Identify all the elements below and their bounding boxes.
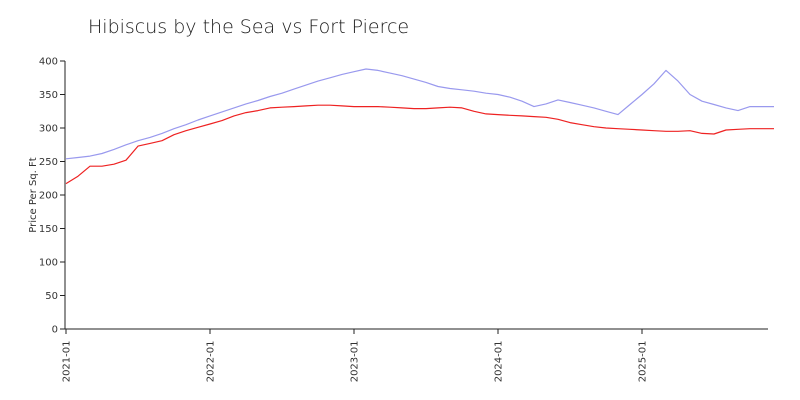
x-tick-label: 2021-01	[62, 341, 73, 383]
series-line-2	[65, 104, 774, 185]
y-tick-label: 350	[39, 90, 58, 101]
y-tick-label: 400	[39, 57, 58, 68]
y-tick-label: 100	[39, 258, 58, 269]
y-tick-label: 0	[52, 325, 58, 336]
series-lines	[65, 68, 774, 185]
x-tick-label: 2024-01	[494, 341, 505, 383]
y-tick-label: 150	[39, 224, 58, 235]
y-tick-label: 300	[39, 124, 58, 135]
y-tick-label: 250	[39, 157, 58, 168]
x-tick-label: 2022-01	[206, 341, 217, 383]
series-line-1	[65, 68, 774, 160]
y-tick-label: 200	[39, 191, 58, 202]
axes: 0 50 100 150 200 250 300 350 400 2021-01 2022-01 20…	[39, 57, 768, 383]
y-tick-label: 50	[45, 291, 58, 302]
y-axis-label: Price Per Sq. Ft	[28, 157, 39, 232]
x-tick-label: 2023-01	[350, 341, 361, 383]
x-tick-label: 2025-01	[638, 341, 649, 383]
chart-title: Hibiscus by the Sea vs Fort Pierce	[88, 16, 410, 38]
